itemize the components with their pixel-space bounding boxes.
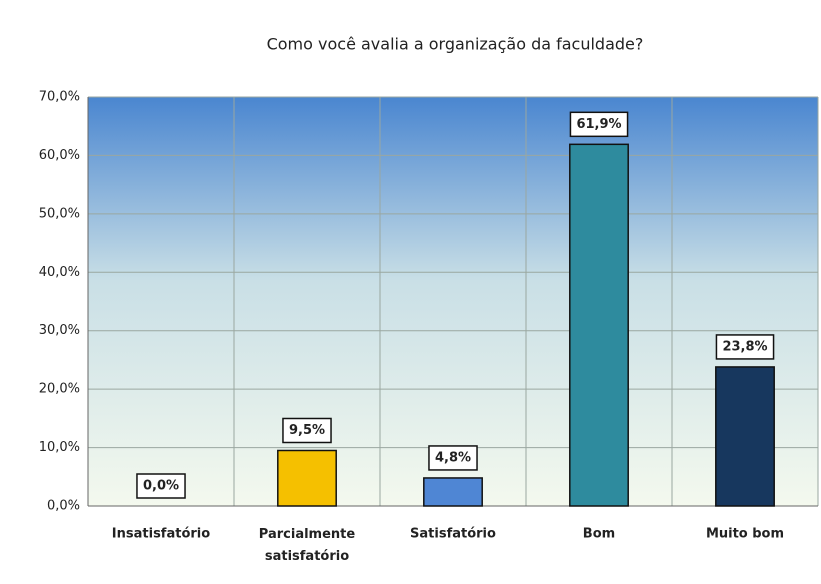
value-label: 23,8% bbox=[722, 339, 767, 354]
value-label-box bbox=[136, 473, 186, 499]
bar bbox=[715, 366, 775, 507]
plot-area bbox=[88, 97, 818, 506]
x-tick-label: Bom bbox=[583, 527, 615, 542]
y-tick-label: 0,0% bbox=[47, 499, 80, 514]
x-tick-label: Satisfatório bbox=[410, 527, 496, 542]
value-label-box bbox=[715, 334, 775, 360]
value-label: 4,8% bbox=[435, 450, 471, 465]
x-tick-label: Muito bom bbox=[706, 527, 784, 542]
y-tick-label: 30,0% bbox=[39, 323, 80, 338]
y-tick-label: 60,0% bbox=[39, 148, 80, 163]
value-label-box bbox=[428, 445, 478, 471]
chart-title: Como você avalia a organização da faculd… bbox=[267, 35, 644, 54]
y-tick-label: 20,0% bbox=[39, 382, 80, 397]
value-label: 61,9% bbox=[576, 117, 621, 132]
bar bbox=[569, 143, 629, 507]
y-tick-label: 70,0% bbox=[39, 90, 80, 105]
y-tick-label: 50,0% bbox=[39, 206, 80, 221]
x-tick-label: Insatisfatório bbox=[112, 527, 210, 542]
y-tick-label: 40,0% bbox=[39, 265, 80, 280]
value-label: 0,0% bbox=[143, 479, 179, 494]
x-tick-label: Parcialmente satisfatório bbox=[259, 527, 356, 564]
value-label: 9,5% bbox=[289, 423, 325, 438]
bar bbox=[277, 449, 337, 507]
value-label-box bbox=[282, 417, 332, 444]
value-label-box bbox=[569, 111, 629, 138]
y-tick-label: 10,0% bbox=[39, 440, 80, 455]
bar bbox=[423, 477, 483, 507]
